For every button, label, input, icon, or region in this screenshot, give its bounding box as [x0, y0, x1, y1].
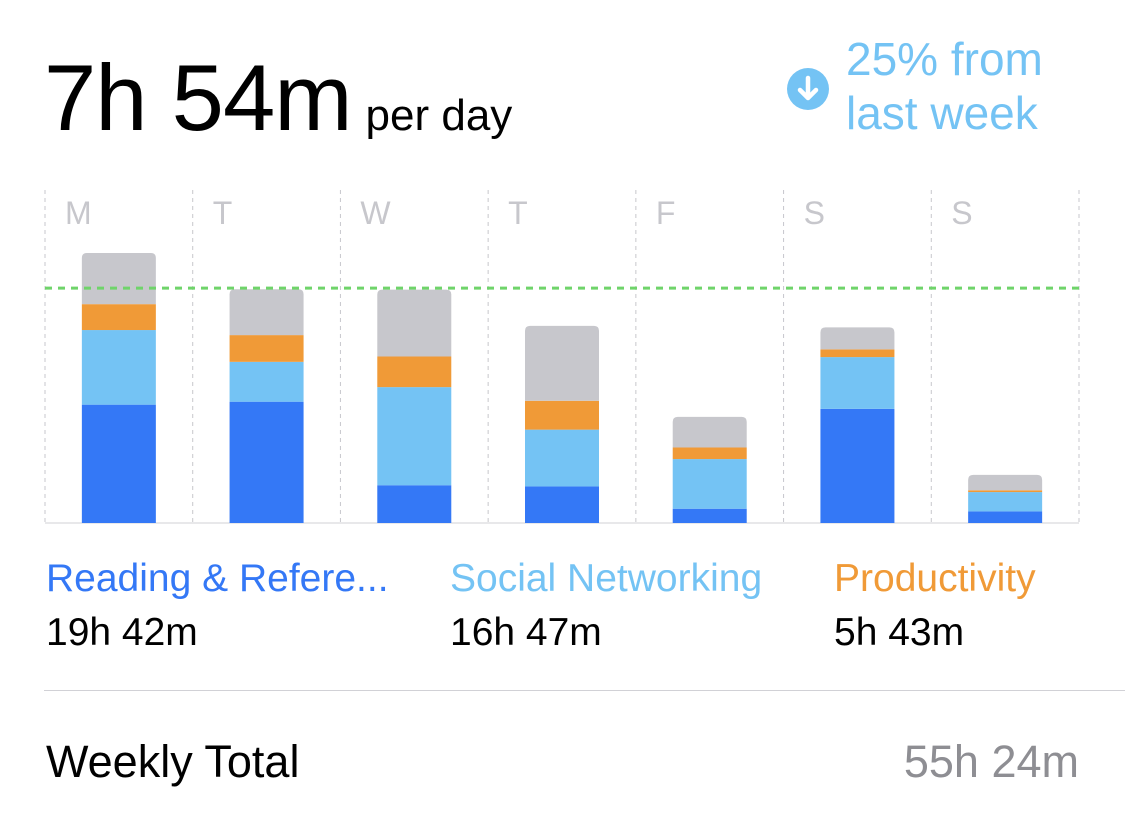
bar-segment-social — [968, 492, 1043, 512]
day-label: F — [656, 195, 676, 231]
weekly-total-value: 55h 24m — [903, 736, 1079, 787]
weekly-trend: 25% from last week — [786, 30, 1106, 150]
bar-segment-social — [525, 429, 599, 487]
day-label: M — [65, 195, 92, 231]
bar-segment-productivity — [81, 304, 156, 331]
daily-average: 7h 54m per day — [44, 44, 512, 152]
bar-segment-social — [377, 387, 452, 486]
bar-segment-social — [820, 357, 895, 409]
weekly-total-label: Weekly Total — [46, 736, 300, 787]
arrow-down-circle-icon — [787, 68, 829, 110]
bar-segment-productivity — [377, 356, 452, 388]
day-label: T — [213, 195, 233, 231]
legend-item-reading[interactable]: Reading & Refere... 19h 42m — [46, 556, 389, 656]
bar-segment-reading — [81, 404, 156, 523]
day-label: S — [804, 195, 825, 231]
bar-segment-productivity — [968, 490, 1043, 493]
bar-segment-social — [229, 361, 304, 402]
bar-segment-other — [81, 253, 156, 305]
day-label: S — [951, 195, 972, 231]
legend-label: Productivity — [834, 557, 1036, 600]
bar-segment-reading — [525, 486, 599, 523]
daily-average-unit: per day — [365, 91, 513, 140]
separator — [44, 690, 1125, 691]
trend-text: 25% from last week — [846, 33, 1043, 139]
bar-segment-other — [229, 289, 304, 336]
legend-item-productivity[interactable]: Productivity 5h 43m — [834, 556, 1036, 656]
bar-segment-reading — [820, 408, 895, 523]
legend-item-social[interactable]: Social Networking 16h 47m — [450, 556, 762, 656]
bar-segment-social — [672, 459, 747, 509]
bar-segment-other — [968, 474, 1043, 491]
bar-segment-productivity — [525, 400, 599, 430]
daily-average-value: 7h 54m — [44, 45, 353, 150]
day-label: T — [508, 195, 528, 231]
day-label: W — [360, 195, 391, 231]
bar-segment-reading — [377, 485, 452, 523]
bar-segment-productivity — [820, 349, 895, 358]
bar-segment-reading — [968, 511, 1043, 523]
bar-segment-other — [820, 327, 895, 350]
bar-segment-reading — [672, 508, 747, 523]
legend-label: Social Networking — [450, 557, 763, 600]
bar-segment-productivity — [229, 335, 304, 362]
bar-segment-other — [525, 325, 599, 401]
legend-label: Reading & Refere... — [46, 557, 389, 600]
legend-value: 16h 47m — [450, 611, 602, 654]
bar-segment-reading — [229, 401, 304, 523]
bar-segment-social — [81, 330, 156, 405]
bar-segment-productivity — [672, 447, 747, 460]
legend-value: 19h 42m — [46, 611, 198, 654]
legend-value: 5h 43m — [834, 611, 965, 654]
bar-segment-other — [672, 416, 747, 448]
bar-segment-other — [377, 289, 452, 357]
